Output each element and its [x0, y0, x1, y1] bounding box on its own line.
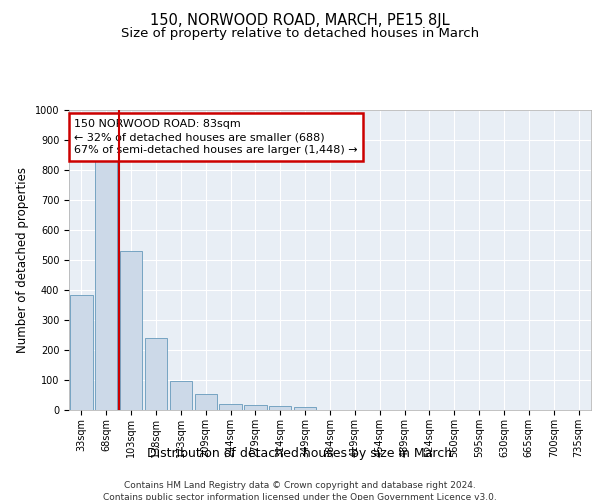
- Bar: [95, 160, 118, 410]
- Bar: [294, 407, 316, 410]
- Bar: [220, 404, 242, 410]
- Text: 150 NORWOOD ROAD: 83sqm
← 32% of detached houses are smaller (688)
67% of semi-d: 150 NORWOOD ROAD: 83sqm ← 32% of detache…: [74, 119, 358, 156]
- Bar: [120, 251, 142, 410]
- Bar: [194, 394, 217, 410]
- Bar: [269, 406, 292, 410]
- Text: Contains HM Land Registry data © Crown copyright and database right 2024.: Contains HM Land Registry data © Crown c…: [124, 481, 476, 490]
- Bar: [170, 381, 192, 410]
- Y-axis label: Number of detached properties: Number of detached properties: [16, 167, 29, 353]
- Bar: [244, 404, 266, 410]
- Bar: [70, 294, 92, 410]
- Text: Distribution of detached houses by size in March: Distribution of detached houses by size …: [148, 448, 452, 460]
- Text: Contains public sector information licensed under the Open Government Licence v3: Contains public sector information licen…: [103, 492, 497, 500]
- Text: 150, NORWOOD ROAD, MARCH, PE15 8JL: 150, NORWOOD ROAD, MARCH, PE15 8JL: [150, 12, 450, 28]
- Text: Size of property relative to detached houses in March: Size of property relative to detached ho…: [121, 28, 479, 40]
- Bar: [145, 338, 167, 410]
